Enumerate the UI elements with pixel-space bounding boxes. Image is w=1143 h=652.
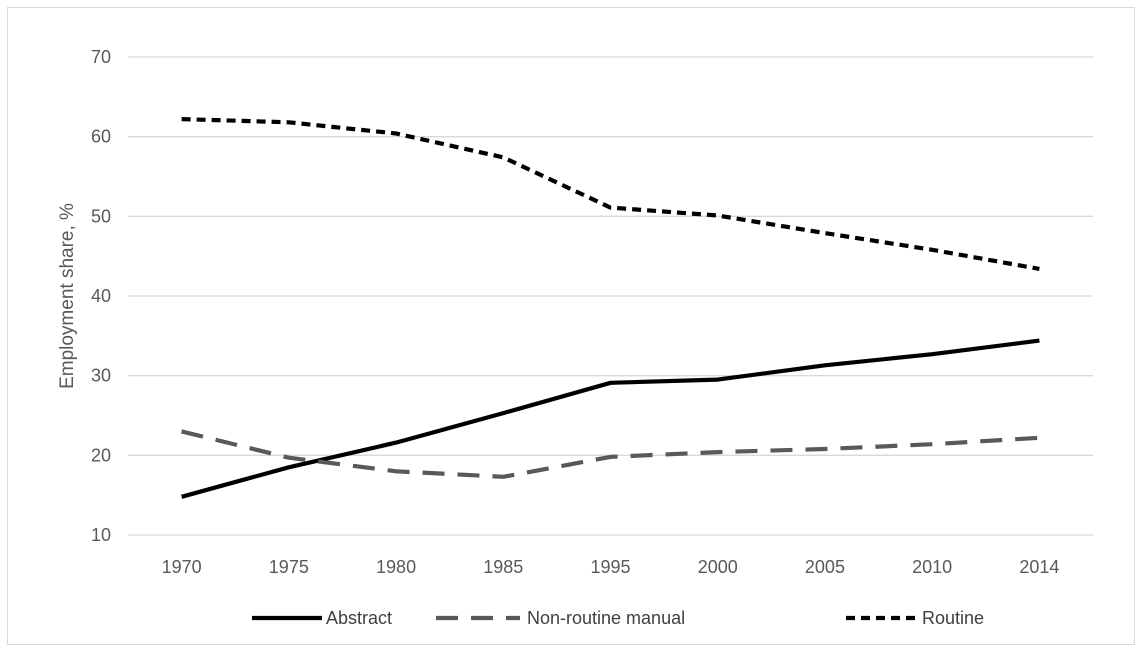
y-tick-label: 10 (91, 525, 111, 545)
x-tick-label: 2005 (805, 557, 845, 577)
legend-label: Non-routine manual (527, 608, 685, 628)
y-tick-label: 30 (91, 366, 111, 386)
y-tick-label: 70 (91, 47, 111, 67)
y-axis-label: Employment share, % (57, 203, 78, 389)
series-line-non-routine-manual (181, 429, 1040, 479)
x-tick-label: 1980 (376, 557, 416, 577)
y-tick-label: 60 (91, 127, 111, 147)
y-tick-label: 50 (91, 206, 111, 226)
y-axis-ticks: 10 20 30 40 50 60 70 (91, 47, 111, 545)
legend-label: Routine (922, 608, 984, 628)
grid-lines (128, 56, 1093, 536)
x-tick-label: 2014 (1019, 557, 1059, 577)
x-axis-ticks: 1970 1975 1980 1985 1995 2000 2005 2010 2014 (162, 557, 1060, 577)
x-tick-label: 1985 (483, 557, 523, 577)
x-tick-label: 1975 (269, 557, 309, 577)
series-lines (181, 117, 1040, 499)
legend: Abstract Non-routine manual Routine (252, 608, 984, 628)
chart-frame (7, 7, 1135, 645)
series-line-routine (181, 117, 1040, 271)
y-tick-label: 20 (91, 445, 111, 465)
x-tick-label: 2010 (912, 557, 952, 577)
x-tick-label: 2000 (698, 557, 738, 577)
legend-label: Abstract (326, 608, 392, 628)
x-tick-label: 1970 (162, 557, 202, 577)
x-tick-label: 1995 (590, 557, 630, 577)
series-line-abstract (181, 338, 1040, 499)
y-tick-label: 40 (91, 286, 111, 306)
